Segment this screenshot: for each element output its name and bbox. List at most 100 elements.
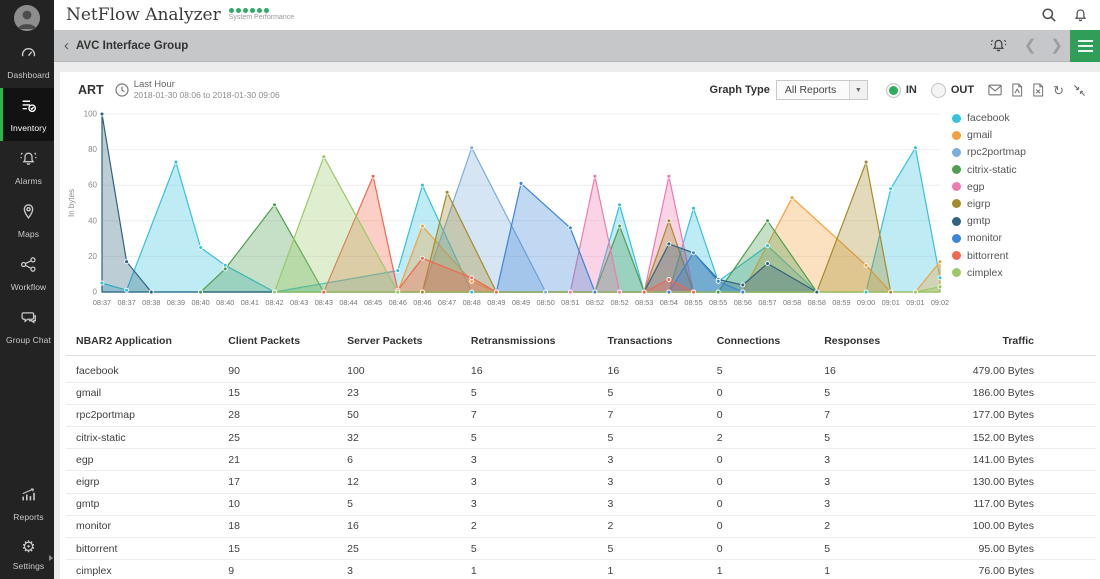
graph-type-select[interactable]: All Reports ▼ <box>775 80 868 100</box>
svg-text:08:42: 08:42 <box>265 298 283 307</box>
export-excel-icon[interactable] <box>1032 83 1044 97</box>
column-header-nbar2-application[interactable]: NBAR2 Application <box>66 328 219 356</box>
time-period-selector[interactable]: Last Hour 2018-01-30 08:06 to 2018-01-30… <box>114 79 280 100</box>
table-row: eigrp 17 12 3 3 0 3 130.00 Bytes <box>66 470 1096 494</box>
legend-item-gmail[interactable]: gmail <box>952 129 1098 141</box>
value-cell: 3 <box>597 448 707 472</box>
value-cell: 76.00 Bytes <box>911 559 1096 579</box>
svg-text:08:44: 08:44 <box>339 298 357 307</box>
legend-dot-icon <box>952 130 961 140</box>
value-cell: 5 <box>814 537 912 561</box>
application-name-cell[interactable]: cimplex <box>66 559 219 579</box>
status-dot <box>256 8 262 13</box>
legend-item-rpc2portmap[interactable]: rpc2portmap <box>952 146 1098 158</box>
direction-radio-in[interactable]: IN <box>885 82 917 98</box>
notifications-bell-icon[interactable] <box>1073 7 1088 23</box>
application-name-cell[interactable]: facebook <box>66 355 219 383</box>
back-icon[interactable]: ‹ <box>64 37 69 54</box>
export-pdf-icon[interactable] <box>1011 83 1023 97</box>
column-header-responses[interactable]: Responses <box>814 328 912 356</box>
topbar-icons <box>1041 7 1088 23</box>
value-cell: 90 <box>218 355 338 383</box>
search-icon[interactable] <box>1041 7 1057 23</box>
value-cell: 177.00 Bytes <box>911 404 1096 427</box>
application-name-cell[interactable]: egp <box>66 448 219 472</box>
refresh-icon[interactable]: ↻ <box>1053 82 1064 98</box>
column-header-client-packets[interactable]: Client Packets <box>218 328 338 356</box>
legend-label: rpc2portmap <box>967 146 1026 159</box>
sidebar-item-workflow[interactable]: Workflow <box>0 247 54 300</box>
value-cell: 5 <box>597 426 707 450</box>
svg-text:08:57: 08:57 <box>758 298 776 307</box>
table-row: gmtp 10 5 3 3 0 3 117.00 Bytes <box>66 493 1096 516</box>
svg-text:80: 80 <box>88 145 97 154</box>
legend-item-eigrp[interactable]: eigrp <box>952 198 1098 210</box>
application-name-cell[interactable]: eigrp <box>66 470 219 494</box>
sidebar-item-settings[interactable]: ⚙ Settings <box>0 530 54 579</box>
legend-item-cimplex[interactable]: cimplex <box>952 267 1098 279</box>
svg-text:20: 20 <box>88 252 97 261</box>
value-cell: 5 <box>597 382 707 405</box>
svg-text:08:40: 08:40 <box>191 298 209 307</box>
column-header-connections[interactable]: Connections <box>706 328 815 356</box>
avatar[interactable] <box>14 5 40 31</box>
column-header-server-packets[interactable]: Server Packets <box>337 328 461 356</box>
column-header-traffic[interactable]: Traffic <box>911 328 1096 356</box>
alarm-bell-icon[interactable] <box>990 37 1007 54</box>
value-cell: 0 <box>706 382 815 405</box>
green-menu-button[interactable] <box>1070 29 1100 62</box>
application-name-cell[interactable]: bittorrent <box>66 537 219 561</box>
svg-text:09:01: 09:01 <box>906 298 924 307</box>
legend-item-egp[interactable]: egp <box>952 181 1098 193</box>
legend-dot-icon <box>952 251 961 260</box>
topbar: NetFlow Analyzer System Performance <box>54 0 1100 30</box>
table-row: monitor 18 16 2 2 0 2 100.00 Bytes <box>66 515 1096 538</box>
email-icon[interactable] <box>988 84 1002 96</box>
value-cell: 3 <box>597 470 707 494</box>
sidebar-item-label: Group Chat <box>6 335 51 345</box>
sidebar-item-maps[interactable]: Maps <box>0 194 54 247</box>
svg-text:09:00: 09:00 <box>857 298 875 307</box>
sidebar-item-alarms[interactable]: Alarms <box>0 141 54 194</box>
application-name-cell[interactable]: citrix-static <box>66 426 219 450</box>
sidebar-item-reports[interactable]: Reports <box>0 477 54 530</box>
sidebar-item-label: Reports <box>13 512 44 522</box>
legend-label: gmtp <box>967 215 991 228</box>
sidebar-item-group-chat[interactable]: Group Chat <box>0 300 54 353</box>
value-cell: 3 <box>460 493 598 516</box>
sidebar-item-inventory[interactable]: Inventory <box>0 88 54 141</box>
prev-page-chevron-icon[interactable]: ❮ <box>1023 37 1037 54</box>
maps-icon <box>20 203 37 225</box>
legend-label: eigrp <box>967 197 991 210</box>
legend-item-facebook[interactable]: facebook <box>952 112 1098 124</box>
legend-item-bittorrent[interactable]: bittorrent <box>952 250 1098 262</box>
status-dot <box>242 8 248 13</box>
column-header-transactions[interactable]: Transactions <box>597 328 707 356</box>
application-name-cell[interactable]: monitor <box>66 515 219 538</box>
value-cell: 9 <box>218 559 338 579</box>
sidebar-nav: Dashboard Inventory Alarms Maps Workflow Grou… <box>0 35 54 579</box>
table-row: cimplex 9 3 1 1 1 1 76.00 Bytes <box>66 559 1096 579</box>
next-page-chevron-icon[interactable]: ❯ <box>1050 37 1063 54</box>
legend-item-monitor[interactable]: monitor <box>952 232 1098 244</box>
collapse-icon[interactable] <box>1073 84 1086 97</box>
value-cell: 3 <box>337 559 461 579</box>
application-name-cell[interactable]: gmail <box>66 382 219 405</box>
value-cell: 18 <box>218 515 338 538</box>
legend-dot-icon <box>952 113 961 123</box>
value-cell: 5 <box>814 426 912 450</box>
legend-item-citrix-static[interactable]: citrix-static <box>952 164 1098 176</box>
time-range-value: 2018-01-30 08:06 to 2018-01-30 09:06 <box>133 89 280 100</box>
direction-radio-out[interactable]: OUT <box>930 82 974 98</box>
value-cell: 7 <box>597 404 707 427</box>
column-header-retransmissions[interactable]: Retransmissions <box>460 328 598 356</box>
application-name-cell[interactable]: gmtp <box>66 493 219 516</box>
application-name-cell[interactable]: rpc2portmap <box>66 404 219 427</box>
legend-item-gmtp[interactable]: gmtp <box>952 215 1098 227</box>
value-cell: 130.00 Bytes <box>911 470 1096 494</box>
dashboard-icon <box>20 44 37 66</box>
radio-circle-icon <box>930 82 946 98</box>
value-cell: 12 <box>337 470 461 494</box>
sidebar-item-dashboard[interactable]: Dashboard <box>0 35 54 88</box>
